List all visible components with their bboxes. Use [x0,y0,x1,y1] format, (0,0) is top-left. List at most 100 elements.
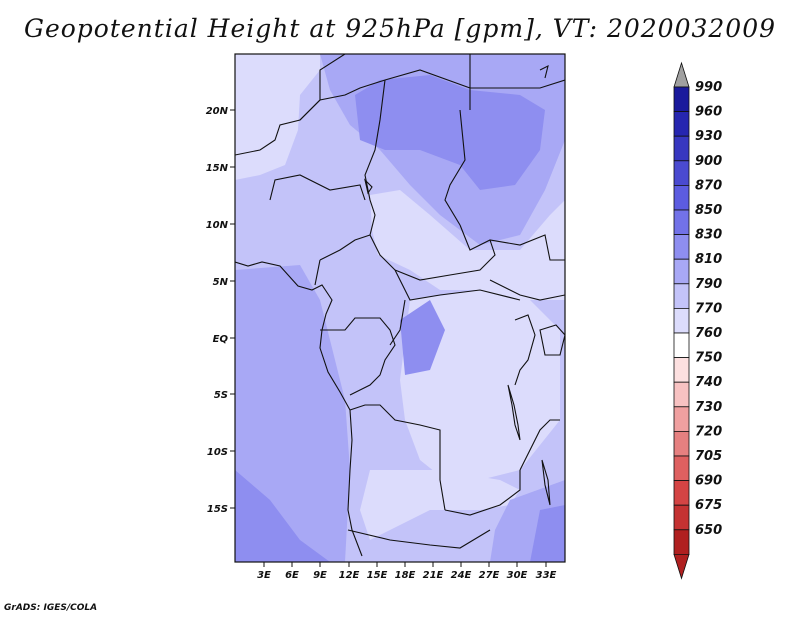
border-mauritania-mali [235,54,346,156]
lon-label: 18E [395,570,416,581]
colorbar-label: 960 [695,105,722,120]
lon-label: 27E [479,570,500,581]
colorbar-swatch [673,209,690,236]
colorbar-label: 705 [695,449,722,464]
field-region-770-south [360,470,520,540]
lat-label: 15S [207,504,228,515]
lon-axis: 3E 6E 9E 12E 15E 18E 21E 24E 27E 30E 33E [257,562,557,581]
colorbar-swatch [673,455,690,482]
colorbar-swatch [673,480,690,506]
lat-axis: 20N 15N 10N 5N EQ 5S 10S 15S [206,106,235,515]
border-car-drc [394,269,521,301]
border-south-sudan [489,279,565,301]
colorbar-swatch [673,529,690,555]
border-nigeria [269,174,366,201]
colorbar-label: 990 [695,80,722,95]
lat-label: 20N [206,106,229,117]
border-car [394,239,496,281]
lon-label: 24E [451,570,472,581]
colorbar-label: 720 [695,424,722,439]
colorbar-bottom-arrow [673,554,690,580]
lat-label: 10N [206,220,229,231]
lon-label: 33E [536,570,557,581]
colorbar-label: 900 [695,154,722,169]
colorbar-swatch [673,86,690,113]
lat-label: 10S [207,447,228,458]
colorbar-swatch [673,258,690,285]
nile-delta-coast [539,64,549,79]
border-angola-zambia [439,460,446,511]
lon-label: 30E [507,570,528,581]
east-lakes-border [514,314,536,386]
colorbar-swatch [673,283,690,309]
colorbar-label: 650 [695,523,722,538]
border-tanzania [519,419,560,471]
lat-label: 15N [206,163,229,174]
lon-label: 3E [257,570,271,581]
colorbar-swatch [673,184,690,211]
colorbar-label: 760 [695,326,722,341]
border-chad-sudan [444,109,466,226]
colorbar-label: 870 [695,178,722,193]
field-region-830-east [530,505,565,562]
colorbar-swatch [673,307,690,334]
colorbar-label: 810 [695,252,722,267]
colorbar-label: 740 [695,375,722,390]
colorbar-label: 730 [695,400,722,415]
colorbar-label: 750 [695,351,722,366]
border-libya-chad [384,69,471,110]
grads-credit: GrADS: IGES/COLA [4,603,98,613]
colorbar-swatch [673,406,690,432]
colorbar-label: 690 [695,474,722,489]
field-region-830-north [355,75,545,190]
colorbar-top-arrow [673,61,690,88]
colorbar-label: 850 [695,203,722,218]
border-cameroon [314,234,371,286]
colorbar: 990 960 930 900 870 850 830 810 790 770 760 750 740 7… [673,61,722,580]
border-congo-gabon [320,317,396,396]
field-region-770-sahel [370,190,565,300]
lat-label: 5S [214,390,228,401]
lake-victoria [539,324,565,356]
border-niger-chad [364,79,396,271]
lake-chad [364,178,373,195]
colorbar-swatch [673,381,690,408]
colorbar-swatch [673,234,690,260]
colorbar-label: 770 [695,301,722,316]
colorbar-swatch [673,111,690,137]
colorbar-swatch [673,357,690,383]
colorbar-label: 930 [695,129,722,144]
lon-label: 9E [313,570,327,581]
colorbar-swatch [673,135,690,162]
coastlines-borders [235,54,565,557]
border-egypt-sudan [470,79,565,89]
colorbar-swatch [673,430,690,457]
colorbar-label: 675 [695,498,722,513]
colorbar-swatch [673,160,690,186]
lake-malawi [541,459,551,506]
colorbar-label: 830 [695,228,722,243]
colorbar-swatch [673,332,690,359]
lat-label: 5N [213,277,229,288]
lon-label: 15E [367,570,388,581]
border-namibia [347,529,491,549]
lon-label: 12E [339,570,360,581]
lon-label: 6E [285,570,299,581]
field-region-770-north [235,54,320,180]
lon-label: 21E [423,570,444,581]
lake-tanganyika [507,384,521,441]
chart-title: Geopotential Height at 925hPa [gpm], VT:… [23,14,777,43]
colorbar-label: 790 [695,277,722,292]
border-angola-drc [349,404,441,460]
border-niger [299,79,386,121]
border-zambia [444,470,521,516]
map-border [234,53,566,563]
colorbar-swatch [673,504,690,531]
border-drc-west [389,299,406,346]
field-region-830-southwest [235,470,330,562]
height-field [235,54,565,562]
field-region-830-central [400,300,445,375]
border-sudan-south [459,224,565,261]
lat-label: EQ [213,334,229,345]
